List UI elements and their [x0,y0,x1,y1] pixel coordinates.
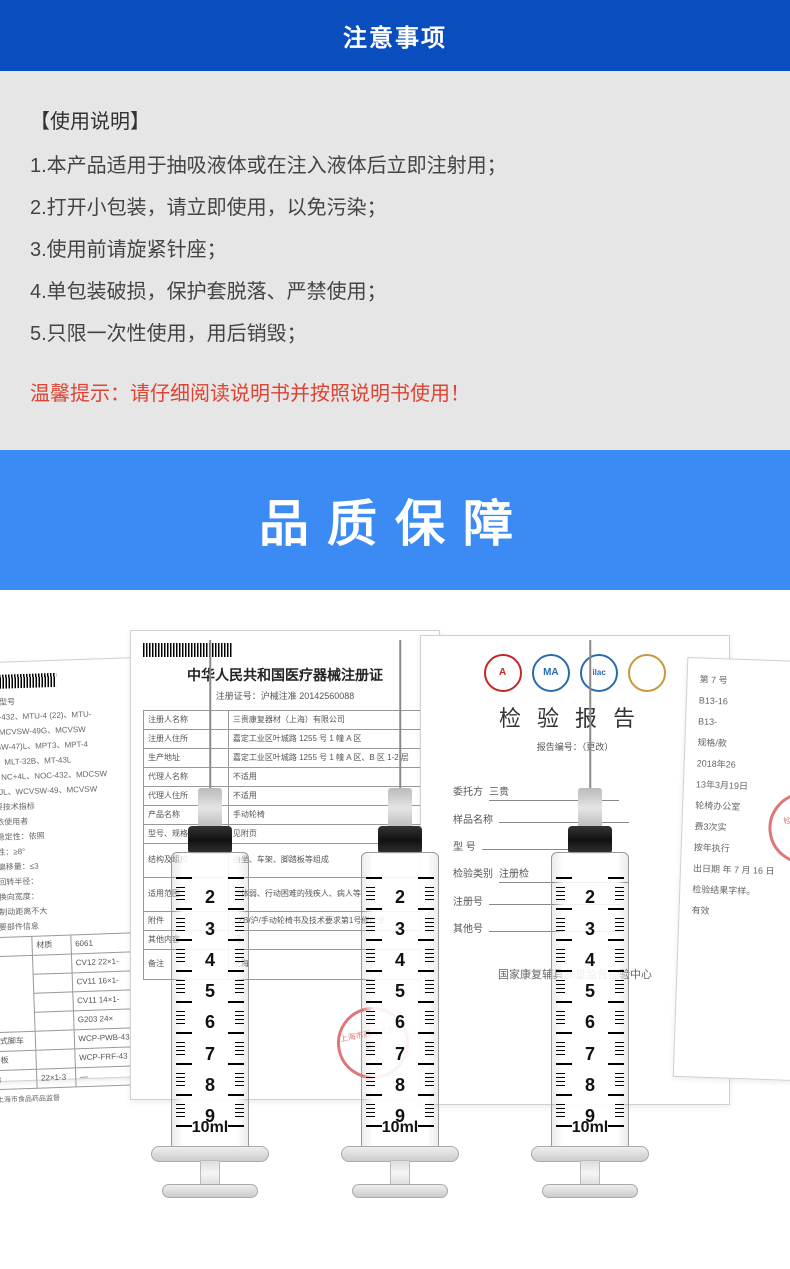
syringe-illustration: 2 3 4 5 6 7 8 9 10ml [150,640,270,1200]
needle-icon [399,640,401,790]
doc4-content: 第 7 号 B13-16 B13- 规格/款 2018年26 13年3月19日 … [691,670,790,924]
needle-hub [578,788,602,828]
instruction-item: 1.本产品适用于抽吸液体或在注入液体后立即注射用； [30,145,760,187]
plunger-shaft [200,1160,220,1186]
syringe-illustration: 2 3 4 5 6 7 8 9 10ml [340,640,460,1200]
precautions-title: 注意事项 [343,25,447,52]
luer-lock [568,826,612,854]
instruction-item: 2.打开小包装，请立即使用，以免污染； [30,187,760,229]
instruction-item: 3.使用前请旋紧针座； [30,229,760,271]
plunger-shaft [580,1160,600,1186]
instructions-block: 【使用说明】 1.本产品适用于抽吸液体或在注入液体后立即注射用； 2.打开小包装… [0,71,790,450]
thumb-rest [352,1184,448,1198]
doc1-footer: 以下 上海市食品药品监督 [0,1091,145,1107]
needle-hub [198,788,222,828]
thumb-rest [162,1184,258,1198]
warm-tip: 温馨提示：请仔细阅读说明书并按照说明书使用！ [30,373,760,415]
luer-lock [188,826,232,854]
quality-banner: 品质保障 [0,450,790,590]
supplementary-document: 第 7 号 B13-16 B13- 规格/款 2018年26 13年3月19日 … [673,657,790,1083]
documents-stage: 一、规格型号 MDCSW-432、MTU-4 (22)、MTU- LSC-2、M… [0,590,790,1200]
syringe-barrel: 2 3 4 5 6 7 8 9 10ml [361,852,439,1152]
doc1-content: 一、规格型号 MDCSW-432、MTU-4 (22)、MTU- LSC-2、M… [0,692,139,935]
syringe-barrel: 2 3 4 5 6 7 8 9 10ml [551,852,629,1152]
needle-hub [388,788,412,828]
instruction-item: 4.单包装破损，保护套脱落、严禁使用； [30,271,760,313]
plunger-shaft [390,1160,410,1186]
precautions-header: 注意事项 [0,0,790,71]
syringe-illustration: 2 3 4 5 6 7 8 9 10ml [530,640,650,1200]
instruction-item: 5.只限一次性使用，用后销毁； [30,313,760,355]
needle-icon [209,640,211,790]
barcode-icon [0,673,57,690]
thumb-rest [542,1184,638,1198]
cert-mark-icon: A [484,654,522,692]
needle-icon [589,640,591,790]
syringe-barrel: 2 3 4 5 6 7 8 9 10ml [171,852,249,1152]
luer-lock [378,826,422,854]
quality-banner-text: 品质保障 [259,496,531,552]
instructions-label: 【使用说明】 [30,101,760,143]
doc1-parts-table: 软管材质6061 软圈CV12 22×1- CV11 16×1- CV11 14… [0,932,145,1091]
